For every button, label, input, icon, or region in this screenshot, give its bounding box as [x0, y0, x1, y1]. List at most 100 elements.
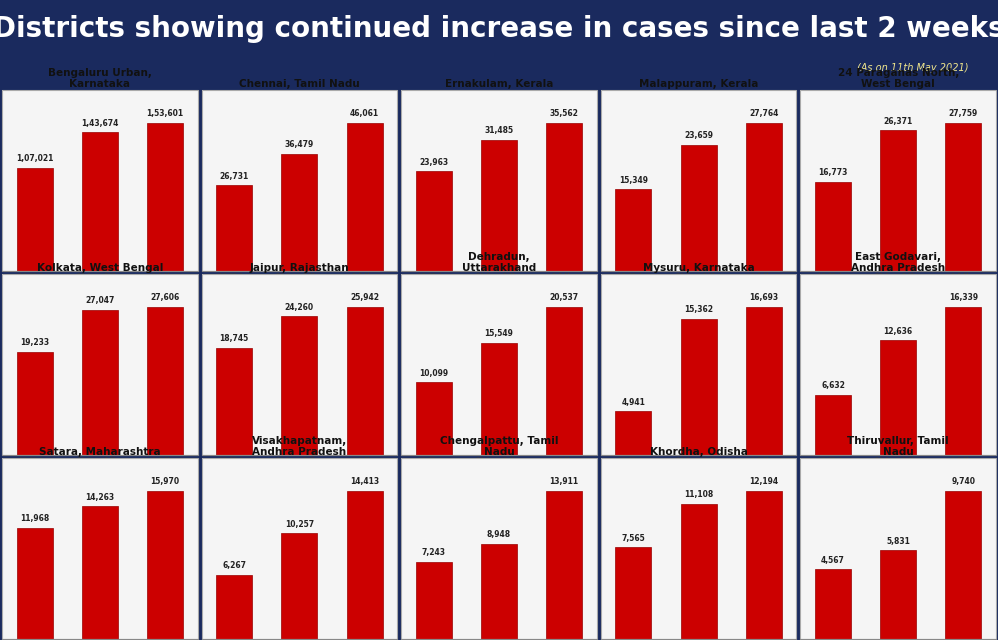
Bar: [281, 533, 317, 639]
Title: Satara, Maharashtra: Satara, Maharashtra: [39, 447, 161, 457]
Bar: [202, 90, 397, 271]
Bar: [82, 132, 118, 271]
Bar: [481, 343, 517, 455]
Text: 19,233: 19,233: [20, 339, 49, 348]
Text: 23,963: 23,963: [419, 158, 448, 167]
Bar: [17, 352, 53, 455]
Bar: [945, 307, 981, 455]
Text: 1,07,021: 1,07,021: [16, 154, 53, 163]
Title: Kolkata, West Bengal: Kolkata, West Bengal: [37, 263, 163, 273]
Bar: [601, 274, 796, 455]
Text: 14,413: 14,413: [350, 477, 379, 486]
Bar: [800, 274, 996, 455]
Bar: [481, 140, 517, 271]
Text: 13,911: 13,911: [550, 477, 579, 486]
Bar: [945, 123, 981, 271]
Bar: [416, 382, 452, 455]
Bar: [401, 458, 597, 639]
Bar: [2, 274, 198, 455]
Bar: [815, 182, 851, 271]
Text: 46,061: 46,061: [350, 109, 379, 118]
Text: 15,549: 15,549: [485, 330, 513, 339]
Bar: [82, 310, 118, 455]
Bar: [681, 145, 717, 271]
Text: 26,731: 26,731: [220, 172, 249, 180]
Title: Chengalpattu, Tamil
Nadu: Chengalpattu, Tamil Nadu: [440, 436, 558, 457]
Bar: [401, 274, 597, 455]
Text: 18,745: 18,745: [220, 335, 249, 344]
Text: 35,562: 35,562: [550, 109, 579, 118]
Bar: [546, 491, 582, 639]
Text: 36,479: 36,479: [284, 140, 314, 149]
Bar: [281, 154, 317, 271]
Title: East Godavari,
Andhra Pradesh: East Godavari, Andhra Pradesh: [851, 252, 945, 273]
Bar: [945, 491, 981, 639]
Bar: [815, 570, 851, 639]
Title: Visakhapatnam,
Andhra Pradesh: Visakhapatnam, Andhra Pradesh: [251, 436, 347, 457]
Text: 23,659: 23,659: [684, 131, 714, 140]
Title: Ernakulam, Kerala: Ernakulam, Kerala: [445, 79, 553, 90]
Text: 10,257: 10,257: [284, 520, 314, 529]
Text: 11,968: 11,968: [20, 515, 49, 524]
Text: 10,099: 10,099: [419, 369, 448, 378]
Bar: [17, 168, 53, 271]
Text: 27,764: 27,764: [749, 109, 778, 118]
Text: 27,759: 27,759: [949, 109, 978, 118]
Text: 15,970: 15,970: [151, 477, 180, 486]
Title: 24 Paraganas North,
West Bengal: 24 Paraganas North, West Bengal: [837, 68, 959, 90]
Bar: [746, 491, 781, 639]
Title: Mysuru, Karnataka: Mysuru, Karnataka: [643, 263, 754, 273]
Bar: [815, 395, 851, 455]
Text: (As on 11th May 2021): (As on 11th May 2021): [856, 63, 968, 73]
Bar: [800, 90, 996, 271]
Bar: [616, 189, 652, 271]
Text: 27,047: 27,047: [85, 296, 115, 305]
Text: 6,632: 6,632: [821, 381, 845, 390]
Title: Thiruvallur, Tamil
Nadu: Thiruvallur, Tamil Nadu: [847, 436, 949, 457]
Text: 16,339: 16,339: [949, 293, 978, 302]
Bar: [147, 123, 183, 271]
Bar: [202, 274, 397, 455]
Text: 7,565: 7,565: [622, 534, 646, 543]
Text: 12,194: 12,194: [749, 477, 778, 486]
Bar: [346, 307, 382, 455]
Bar: [416, 562, 452, 639]
Title: Malappuram, Kerala: Malappuram, Kerala: [639, 79, 758, 90]
Bar: [481, 543, 517, 639]
Title: Dehradun,
Uttarakhand: Dehradun, Uttarakhand: [462, 252, 536, 273]
Text: 24,260: 24,260: [284, 303, 314, 312]
Title: Bengaluru Urban,
Karnataka: Bengaluru Urban, Karnataka: [48, 68, 152, 90]
Text: 26,371: 26,371: [883, 116, 913, 126]
Bar: [217, 348, 252, 455]
Bar: [880, 550, 916, 639]
Bar: [147, 307, 183, 455]
Text: 4,567: 4,567: [821, 556, 845, 565]
Bar: [546, 123, 582, 271]
Text: 15,362: 15,362: [684, 305, 714, 314]
Title: Khordha, Odisha: Khordha, Odisha: [650, 447, 748, 457]
Bar: [681, 504, 717, 639]
Bar: [217, 575, 252, 639]
Text: 31,485: 31,485: [484, 126, 514, 136]
Bar: [217, 185, 252, 271]
Bar: [616, 412, 652, 455]
Bar: [82, 506, 118, 639]
Bar: [281, 316, 317, 455]
Text: 4,941: 4,941: [622, 398, 646, 407]
Bar: [800, 458, 996, 639]
Bar: [202, 458, 397, 639]
Bar: [2, 458, 198, 639]
Bar: [416, 172, 452, 271]
Bar: [147, 491, 183, 639]
Text: 1,43,674: 1,43,674: [81, 119, 119, 128]
Bar: [880, 131, 916, 271]
Text: 25,942: 25,942: [350, 293, 379, 302]
Text: 8,948: 8,948: [487, 530, 511, 539]
Text: 20,537: 20,537: [550, 293, 579, 302]
Text: 6,267: 6,267: [223, 561, 247, 570]
Text: 14,263: 14,263: [85, 493, 115, 502]
Bar: [2, 90, 198, 271]
Text: 9,740: 9,740: [951, 477, 975, 486]
Bar: [401, 90, 597, 271]
Bar: [17, 528, 53, 639]
